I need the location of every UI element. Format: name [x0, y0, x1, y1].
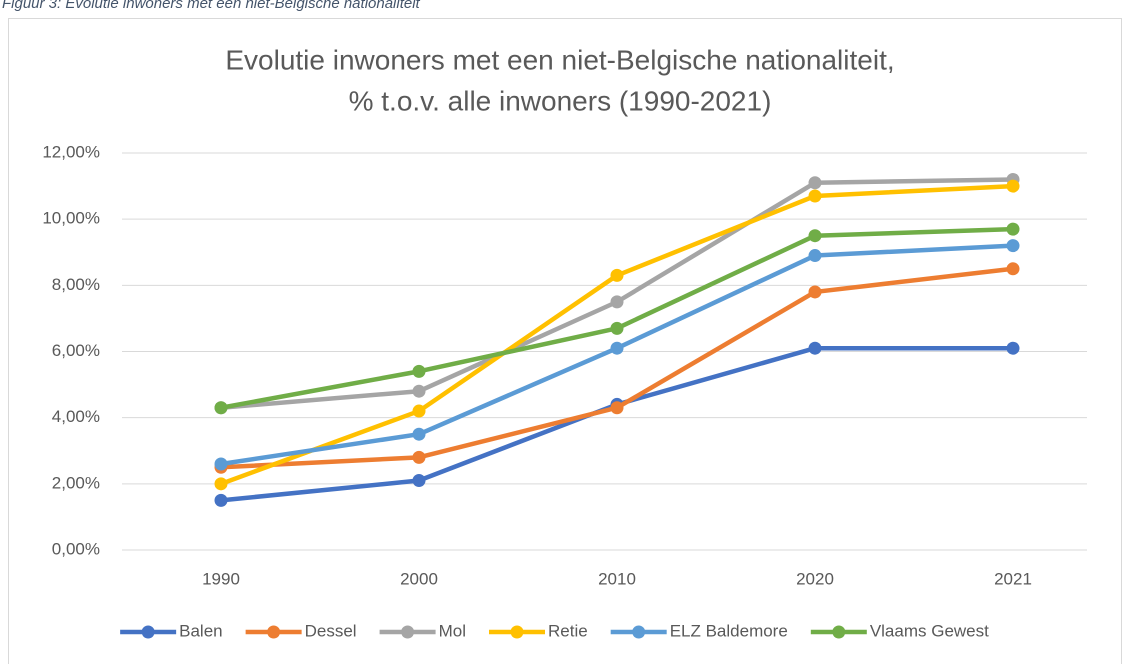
legend-label: Balen [179, 621, 222, 640]
legend-marker [141, 625, 155, 639]
legend-label: ELZ Baldemore [670, 621, 788, 640]
data-point [808, 176, 822, 190]
legend-marker [632, 625, 646, 639]
legend-marker [510, 625, 524, 639]
x-tick-label: 1990 [202, 569, 240, 588]
x-tick-label: 2020 [796, 569, 834, 588]
y-tick-label: 6,00% [52, 341, 100, 360]
data-point [1006, 262, 1020, 276]
data-point [412, 404, 426, 418]
data-point [214, 457, 228, 471]
data-point [412, 384, 426, 398]
x-tick-label: 2021 [994, 569, 1032, 588]
data-point [610, 341, 624, 355]
y-tick-label: 12,00% [42, 142, 100, 161]
data-point [1006, 239, 1020, 253]
x-tick-label: 2000 [400, 569, 438, 588]
legend-label: Mol [439, 621, 466, 640]
caption: Figuur 3: Evolutie inwoners met een niet… [2, 0, 421, 12]
chart-title: % t.o.v. alle inwoners (1990-2021) [349, 85, 772, 116]
data-point [610, 401, 624, 415]
legend-marker [267, 625, 281, 639]
data-point [610, 321, 624, 335]
legend-label: Vlaams Gewest [870, 621, 989, 640]
data-point [1006, 341, 1020, 355]
y-tick-label: 4,00% [52, 407, 100, 426]
data-point [808, 285, 822, 299]
data-point [808, 341, 822, 355]
y-tick-label: 2,00% [52, 473, 100, 492]
data-point [610, 268, 624, 282]
data-point [808, 189, 822, 203]
y-tick-label: 8,00% [52, 275, 100, 294]
chart-title: Evolutie inwoners met een niet-Belgische… [225, 44, 894, 75]
legend-label: Retie [548, 621, 588, 640]
data-point [214, 493, 228, 507]
data-point [610, 295, 624, 309]
y-tick-label: 0,00% [52, 539, 100, 558]
y-tick-label: 10,00% [42, 209, 100, 228]
data-point [412, 364, 426, 378]
data-point [412, 450, 426, 464]
legend-label: Dessel [305, 621, 357, 640]
data-point [1006, 179, 1020, 193]
legend-marker [401, 625, 415, 639]
data-point [412, 474, 426, 488]
data-point [808, 249, 822, 263]
legend-marker [832, 625, 846, 639]
data-point [412, 427, 426, 441]
x-tick-label: 2010 [598, 569, 636, 588]
data-point [1006, 222, 1020, 236]
data-point [808, 229, 822, 243]
data-point [214, 401, 228, 415]
data-point [214, 477, 228, 491]
